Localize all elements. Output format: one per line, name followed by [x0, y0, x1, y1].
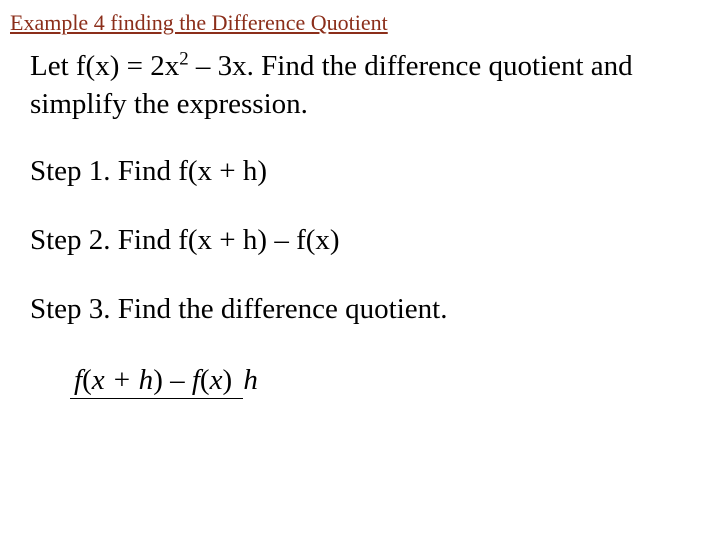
step-2: Step 2. Find f(x + h) – f(x) [30, 224, 690, 257]
fraction: f(x + h) – f(x) h [70, 364, 258, 397]
num-f1: f [74, 364, 82, 396]
step-1: Step 1. Find f(x + h) [30, 155, 690, 188]
body-block: Let f(x) = 2x2 – 3x. Find the difference… [10, 48, 690, 397]
num-close1: ) [153, 364, 163, 396]
example-heading: Example 4 finding the Difference Quotien… [10, 10, 690, 36]
num-minus: – [163, 364, 192, 396]
problem-statement: Let f(x) = 2x2 – 3x. Find the difference… [30, 48, 690, 123]
intro-prefix: Let f(x) = 2x [30, 50, 179, 82]
step-3: Step 3. Find the difference quotient. [30, 293, 690, 326]
intro-exponent: 2 [179, 48, 188, 69]
num-open1: ( [82, 364, 92, 396]
difference-quotient-formula: f(x + h) – f(x) h [30, 362, 690, 397]
num-open2: ( [200, 364, 210, 396]
num-arg1: x + h [92, 364, 153, 396]
fraction-numerator: f(x + h) – f(x) [70, 364, 243, 399]
fraction-denominator: h [243, 362, 258, 396]
num-f2: f [192, 364, 200, 396]
num-arg2: x [210, 364, 223, 396]
num-close2: ) [222, 364, 232, 396]
